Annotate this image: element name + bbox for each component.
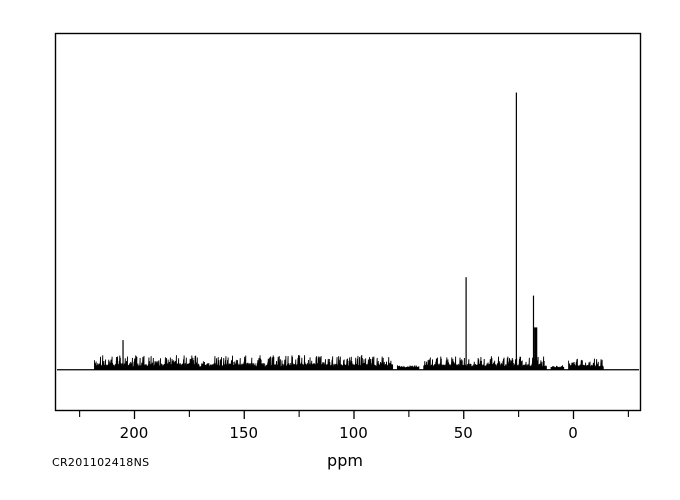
axis-tick-label: 0 [568,424,578,442]
peak-line [532,295,535,370]
baseline-noise-cluster [396,365,420,370]
peak-line [122,340,124,370]
peak-line [534,327,538,370]
axis-tick-marks [79,411,629,419]
baseline-noise-cluster [94,355,394,370]
baseline-noise-cluster [423,356,547,370]
axis-tick-labels: 200 150 100 50 0 [120,424,578,442]
sample-id-label: CR201102418NS [52,456,149,469]
axis-tick-label: 100 [339,424,368,442]
peak-line [465,277,467,370]
peak-line [515,92,517,370]
baseline-noise-cluster [568,358,604,370]
axis-tick-label: 50 [454,424,473,442]
axis-tick-label: 150 [229,424,258,442]
baseline-noise-cluster [550,365,565,370]
axis-tick-label: 200 [120,424,149,442]
plot-frame [54,32,642,412]
spectrum-trace [57,355,639,371]
peak-lines [122,92,538,370]
x-axis-title: ppm [327,451,363,470]
